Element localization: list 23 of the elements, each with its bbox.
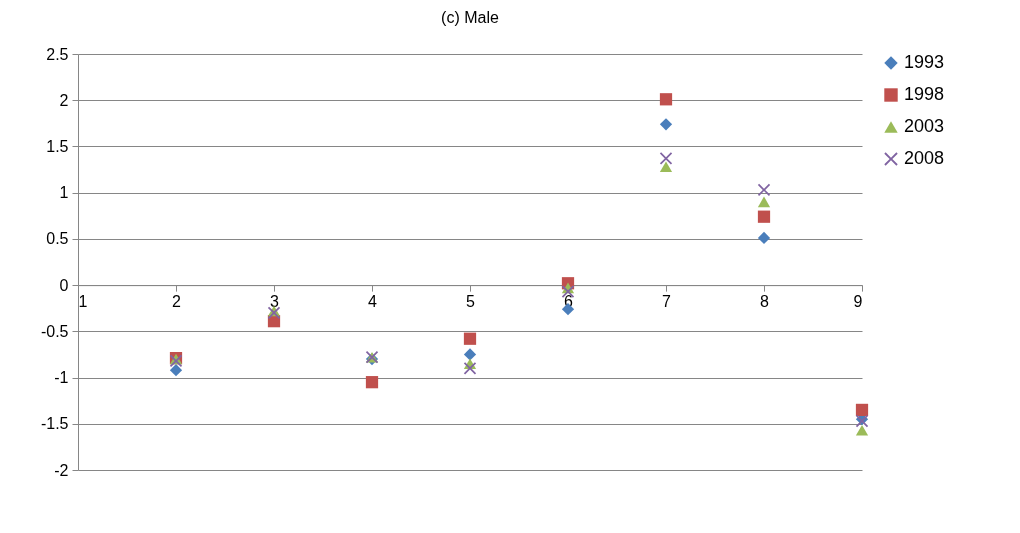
x-tick-label: 3 — [270, 292, 280, 310]
legend-label: 2008 — [904, 148, 945, 168]
y-tick-label: 1.5 — [46, 137, 69, 155]
legend-label: 1993 — [904, 52, 945, 72]
x-tick-label: 7 — [662, 292, 672, 310]
y-tick-label: 2.5 — [46, 45, 69, 63]
legend-label: 1998 — [904, 84, 945, 104]
x-tick-label: 5 — [466, 292, 476, 310]
x-tick-label: 4 — [368, 292, 378, 310]
legend-label: 2003 — [904, 116, 945, 136]
y-tick-label: 0 — [59, 276, 69, 294]
x-tick-label: 9 — [853, 292, 863, 310]
y-tick-label: -2 — [54, 461, 69, 479]
chart-title: (c) Male — [441, 9, 499, 26]
y-tick-label: -0.5 — [40, 322, 69, 340]
y-tick-label: 2 — [59, 91, 69, 109]
x-tick-label: 1 — [78, 292, 88, 310]
y-tick-label: -1 — [54, 369, 69, 387]
x-tick-label: 8 — [760, 292, 770, 310]
y-tick-label: -1.5 — [40, 415, 69, 433]
x-tick-label: 2 — [172, 292, 182, 310]
y-tick-label: 1 — [59, 184, 69, 202]
y-tick-label: 0.5 — [46, 230, 69, 248]
